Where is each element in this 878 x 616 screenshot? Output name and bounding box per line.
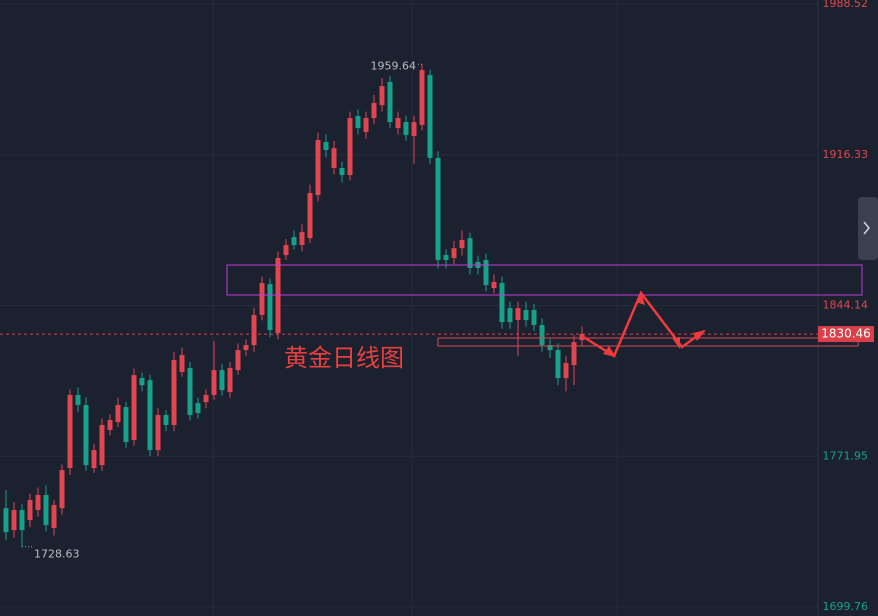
candle-body: [291, 237, 297, 246]
candle-body: [91, 450, 97, 469]
candle-body: [3, 508, 9, 533]
candle-body: [51, 505, 57, 528]
candle-body: [203, 394, 209, 403]
candle-body: [227, 368, 233, 393]
candle-body: [427, 75, 433, 158]
y-tick-label: 1699.76: [823, 600, 869, 613]
candle-body: [67, 394, 73, 469]
candle-body: [19, 510, 25, 531]
candle-body: [115, 404, 121, 423]
candle-body: [523, 309, 529, 320]
candle-body: [499, 283, 505, 323]
arrowhead: [672, 337, 680, 349]
candle-body: [347, 118, 353, 176]
candle-body: [27, 499, 33, 521]
candle-body: [459, 240, 465, 249]
y-tick-label: 1771.95: [823, 449, 869, 462]
arrowhead: [603, 346, 616, 357]
candle-body: [155, 415, 161, 451]
candle-body: [211, 370, 217, 395]
candle-body: [219, 370, 225, 391]
candle-body: [267, 284, 273, 331]
high-label: 1959.64: [371, 59, 417, 72]
candle-body: [123, 407, 129, 442]
chevron: [863, 221, 870, 235]
candle-body: [435, 157, 441, 261]
zone: [437, 337, 859, 347]
candle-body: [283, 245, 289, 256]
candle-body: [275, 257, 281, 334]
candle-body: [571, 342, 577, 366]
candle-body: [339, 167, 345, 176]
candle-body: [179, 355, 185, 372]
y-tick-label: 1988.52: [823, 0, 869, 10]
candle-body: [11, 510, 17, 531]
candle-body: [307, 193, 313, 239]
candle-body: [83, 404, 89, 466]
candle-body: [379, 86, 385, 106]
candle-body: [371, 103, 377, 119]
candle-body: [35, 494, 41, 511]
candle-body: [75, 394, 81, 405]
candle-body: [315, 139, 321, 196]
candle-body: [531, 309, 537, 326]
candle-body: [483, 260, 489, 286]
candle-body: [139, 378, 145, 386]
arrowhead: [693, 330, 706, 341]
candle-body: [235, 350, 241, 371]
last-price-label: 1830.46: [821, 327, 871, 341]
candle-body: [195, 403, 201, 414]
y-tick-label: 1916.33: [823, 148, 869, 161]
candle-body: [443, 255, 449, 261]
candle-body: [59, 470, 65, 509]
candle-body: [251, 314, 257, 346]
candle-body: [563, 363, 569, 379]
candle-body: [299, 232, 305, 246]
candle-body: [99, 425, 105, 466]
candle-body: [259, 283, 265, 315]
candle-body: [451, 248, 457, 258]
candle-body: [539, 325, 545, 346]
candle-body: [555, 350, 561, 379]
candle-body: [467, 238, 473, 268]
candle-body: [147, 380, 153, 451]
candle-body: [187, 368, 193, 416]
arrowhead: [636, 291, 645, 305]
candle-body: [547, 345, 553, 351]
zone: [226, 264, 863, 296]
chart-title: 黄金日线图: [284, 344, 404, 372]
candle-body: [387, 81, 393, 123]
candle-body: [395, 118, 401, 129]
candle-body: [403, 122, 409, 135]
candle-body: [363, 118, 369, 133]
candle-body: [171, 360, 177, 426]
low-label: 1728.63: [34, 548, 80, 561]
candle-body: [323, 142, 329, 151]
candle-body: [507, 308, 513, 323]
candle-body: [163, 415, 169, 426]
candle-body: [419, 70, 425, 125]
candle-body: [515, 308, 521, 320]
candle-body: [331, 148, 337, 168]
candle-body: [107, 420, 113, 431]
arrowheads: [603, 291, 706, 357]
candle-body: [243, 345, 249, 351]
candle-body: [131, 375, 137, 441]
candle-body: [491, 281, 497, 289]
candle-body: [411, 122, 417, 137]
candle-body: [355, 115, 361, 129]
y-tick-label: 1844.14: [823, 299, 869, 312]
candle-body: [43, 494, 49, 526]
